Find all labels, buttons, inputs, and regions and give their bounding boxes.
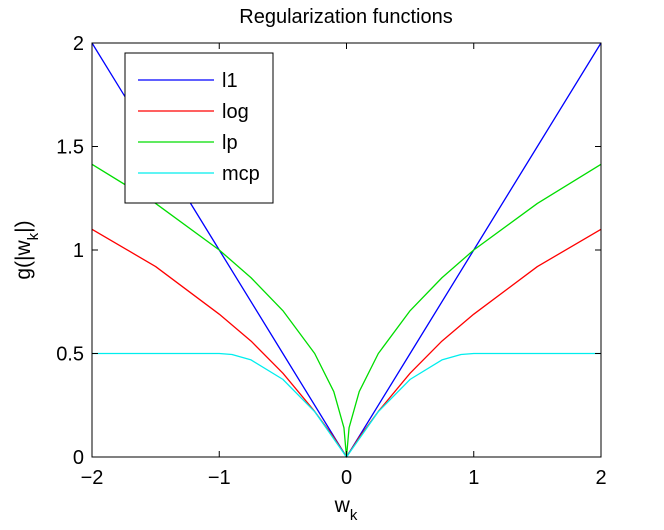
x-tick-label: −1 bbox=[208, 467, 231, 489]
x-tick-label: 2 bbox=[595, 467, 606, 489]
legend: l1 log lp mcp bbox=[124, 52, 274, 204]
y-axis-label-pre: g(|w bbox=[12, 239, 35, 279]
ticks-layer: −2 −1 0 1 2 0 0.5 1 1.5 2 bbox=[56, 33, 606, 489]
x-tick-label: 1 bbox=[468, 467, 479, 489]
y-axis-label: g(|wk|) bbox=[12, 220, 42, 279]
legend-label-mcp: mcp bbox=[222, 163, 260, 185]
y-tick-label: 2 bbox=[73, 33, 84, 55]
y-axis-label-subscript: k bbox=[25, 232, 42, 240]
x-tick-label: 0 bbox=[341, 467, 352, 489]
y-tick-label: 0 bbox=[73, 447, 84, 469]
x-axis-label: wk bbox=[334, 494, 358, 524]
x-tick-label: −2 bbox=[81, 467, 104, 489]
x-axis-label-main: w bbox=[334, 494, 351, 517]
chart-title: Regularization functions bbox=[239, 6, 452, 28]
legend-label-l1: l1 bbox=[222, 70, 238, 92]
x-axis-label-subscript: k bbox=[350, 507, 358, 524]
legend-label-log: log bbox=[222, 101, 249, 123]
y-axis-label-post: |) bbox=[12, 220, 35, 232]
series-line-mcp bbox=[92, 352, 601, 458]
series-line-lp bbox=[91, 163, 602, 458]
y-tick-label: 1 bbox=[73, 240, 84, 262]
legend-box bbox=[124, 52, 274, 204]
series-line-log bbox=[91, 228, 602, 458]
y-tick-label: 1.5 bbox=[56, 137, 84, 159]
legend-label-lp: lp bbox=[222, 132, 238, 154]
y-tick-label: 0.5 bbox=[56, 344, 84, 366]
